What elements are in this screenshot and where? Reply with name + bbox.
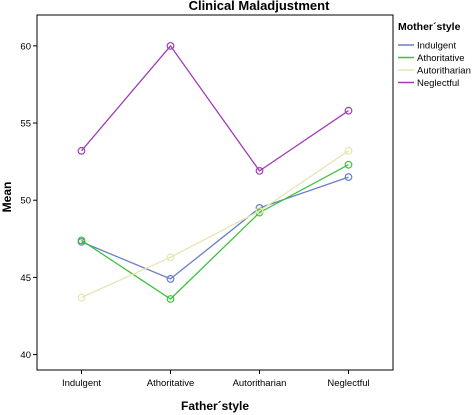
y-tick-label: 55 bbox=[20, 119, 31, 130]
legend-label: Athoritative bbox=[417, 53, 465, 64]
data-point bbox=[77, 146, 86, 155]
legend-title: Mother´style bbox=[398, 21, 461, 33]
series-autoritharian bbox=[77, 146, 353, 302]
series-layer bbox=[77, 41, 353, 303]
series-line bbox=[81, 176, 349, 280]
data-point bbox=[344, 106, 353, 115]
x-axis: Indulgent Athoritative Autoritharian Neglec… bbox=[62, 370, 370, 389]
y-tick-label: 50 bbox=[20, 196, 31, 207]
y-tick-label: 40 bbox=[20, 350, 31, 361]
x-tick-label: Autoritharian bbox=[233, 378, 287, 389]
data-point bbox=[77, 236, 86, 245]
y-tick-label: 45 bbox=[20, 273, 31, 284]
data-point bbox=[344, 160, 353, 169]
series-line bbox=[81, 44, 349, 172]
data-point bbox=[166, 275, 175, 283]
x-tick-label: Neglectful bbox=[327, 378, 369, 389]
y-axis-title: Mean bbox=[0, 182, 14, 213]
data-point bbox=[344, 173, 353, 181]
legend-label: Indulgent bbox=[417, 40, 456, 51]
data-point bbox=[166, 295, 175, 303]
legend: Mother´style Indulgent AthoritativeAutori… bbox=[398, 21, 471, 89]
x-tick-label: Athoritative bbox=[147, 378, 195, 389]
x-tick-label: Indulgent bbox=[62, 378, 101, 389]
legend-label: Autoritharian bbox=[417, 65, 471, 76]
data-point bbox=[166, 41, 175, 50]
chart-title: Clinical Maladjustment bbox=[189, 0, 331, 13]
data-point bbox=[166, 253, 175, 262]
series-athoritative bbox=[77, 160, 353, 303]
y-tick-label: 60 bbox=[20, 41, 31, 52]
data-point bbox=[344, 146, 353, 155]
series-neglectful bbox=[77, 41, 353, 175]
data-point bbox=[255, 166, 264, 175]
data-point bbox=[77, 293, 86, 302]
legend-label: Neglectful bbox=[417, 78, 459, 89]
series-line bbox=[81, 150, 349, 299]
series-line bbox=[81, 164, 349, 300]
x-axis-title: Father´style bbox=[181, 399, 249, 413]
y-axis: 40 45 50 55 60 bbox=[20, 41, 37, 361]
plot-frame bbox=[36, 14, 394, 371]
data-point bbox=[255, 207, 264, 215]
